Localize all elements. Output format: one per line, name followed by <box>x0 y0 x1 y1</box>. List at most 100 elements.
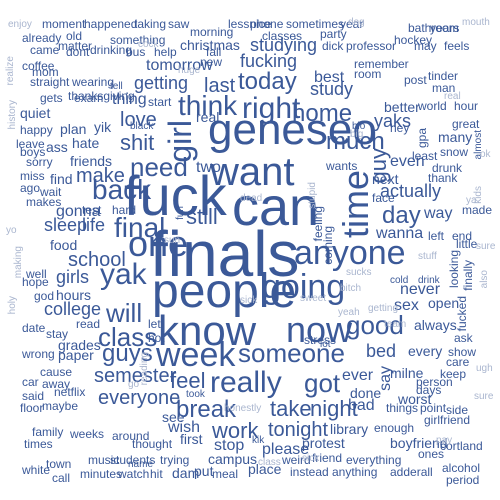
word-getting: getting <box>134 73 189 93</box>
word-now: now <box>286 309 353 350</box>
word-around: around <box>112 429 150 443</box>
word-campus: campus <box>208 451 258 467</box>
word-reading: reading <box>139 352 150 386</box>
word-family: family <box>32 425 64 439</box>
word-dont: dont <box>66 45 90 59</box>
word-open: open <box>428 295 460 311</box>
word-came: came <box>30 43 60 57</box>
word-sun: sun <box>164 235 181 246</box>
word-professor: professor <box>346 39 397 53</box>
word-end: end <box>452 229 473 243</box>
word-cortland: cortland <box>440 439 483 453</box>
word-maybe: maybe <box>42 399 79 413</box>
word-finally: finally <box>461 260 475 291</box>
word-actually: actually <box>380 181 442 201</box>
word-weird: weird <box>282 453 311 467</box>
word-room: room <box>354 67 382 81</box>
word-anything: anything <box>332 465 378 479</box>
word-cock: cock <box>138 39 159 50</box>
word-fun: fun <box>175 206 186 220</box>
word-miss: miss <box>20 169 45 183</box>
word-little: little <box>456 237 478 251</box>
word-boyfriend: boyfriend <box>390 435 448 451</box>
word-dead: dead <box>240 193 263 204</box>
word-girlfriend: girlfriend <box>424 413 471 427</box>
word-test: test <box>82 203 102 217</box>
word-happy: happy <box>20 123 53 137</box>
word-plan: plan <box>60 121 87 137</box>
word-team: team <box>384 319 407 330</box>
word-way: way <box>424 205 453 222</box>
word-classes: classes <box>262 29 303 43</box>
word-sure-2: sure <box>476 241 496 252</box>
word-everyone: everyone <box>98 387 181 409</box>
word-yak: yak <box>100 258 147 291</box>
word-first: first <box>180 431 203 447</box>
word-yeah: yeah <box>338 307 360 318</box>
word-ok: ok <box>480 149 491 160</box>
word-face: face <box>372 191 395 205</box>
word-matter: matter <box>58 39 93 53</box>
word-bitch: bitch <box>340 283 362 294</box>
word-today: today <box>238 68 297 95</box>
word-hate: hate <box>72 135 100 151</box>
word-even: even <box>390 153 425 170</box>
word-getting-2: getting <box>368 303 399 314</box>
word-fall: fall <box>206 45 222 59</box>
word-cause: cause <box>40 365 73 379</box>
word-class: class <box>98 322 158 352</box>
word-place: place <box>248 461 282 477</box>
word-drink: drink <box>418 275 440 286</box>
word-friends: friends <box>70 153 113 169</box>
word-good: good <box>346 310 404 340</box>
word-food: food <box>50 237 78 253</box>
word-guys: guys <box>102 340 153 367</box>
word-bio: bio <box>352 121 366 132</box>
word-friend: friend <box>312 451 343 465</box>
word-fuck: fuck <box>124 164 227 227</box>
word-want: want <box>210 150 295 194</box>
word-geneseo: geneseo <box>208 105 377 154</box>
word-night: night <box>310 396 358 421</box>
word-ya: ya <box>466 195 477 206</box>
word-last: last <box>204 75 236 97</box>
word-please: please <box>262 441 310 458</box>
word-straight: straight <box>30 75 70 89</box>
word-tinder: tinder <box>428 69 459 83</box>
word-yo: yo <box>6 225 17 236</box>
word-best: best <box>314 69 345 86</box>
word-moment: moment <box>42 17 86 31</box>
word-home: home <box>292 100 353 127</box>
word-gpa: gpa <box>415 128 429 149</box>
word-yik: yik <box>94 119 112 135</box>
word-sex: sex <box>394 297 419 314</box>
word-bus: bus <box>126 45 146 59</box>
word-floor: floor <box>20 401 44 415</box>
word-hope: hope <box>22 275 49 289</box>
word-made: made <box>462 203 493 217</box>
word-bad: bad <box>348 397 375 414</box>
word-remember: remember <box>354 57 409 71</box>
word-great: great <box>452 117 480 131</box>
word-ugh: ugh <box>476 363 493 374</box>
word-worst: worst <box>398 391 432 407</box>
word-tomorrow: tomorrow <box>146 57 213 74</box>
word-instead: instead <box>290 465 329 479</box>
word-ask: ask <box>454 331 473 345</box>
word-person: person <box>416 375 453 389</box>
word-years: years <box>430 21 460 35</box>
word-pay: pay <box>436 435 453 446</box>
word-fucked: fucked <box>455 296 469 332</box>
word-new: new <box>200 55 223 69</box>
word-black: black <box>130 121 154 132</box>
word-ones: ones <box>418 447 445 461</box>
word-next: next <box>372 171 399 187</box>
word-wait: wait <box>40 185 62 199</box>
word-god: god <box>34 289 55 303</box>
word-sucks: sucks <box>346 267 372 278</box>
word-library: library <box>330 421 369 437</box>
word-hour: hour <box>454 99 479 113</box>
word-every: every <box>408 343 443 359</box>
word-always: always <box>414 317 457 333</box>
word-morning: morning <box>190 25 234 39</box>
